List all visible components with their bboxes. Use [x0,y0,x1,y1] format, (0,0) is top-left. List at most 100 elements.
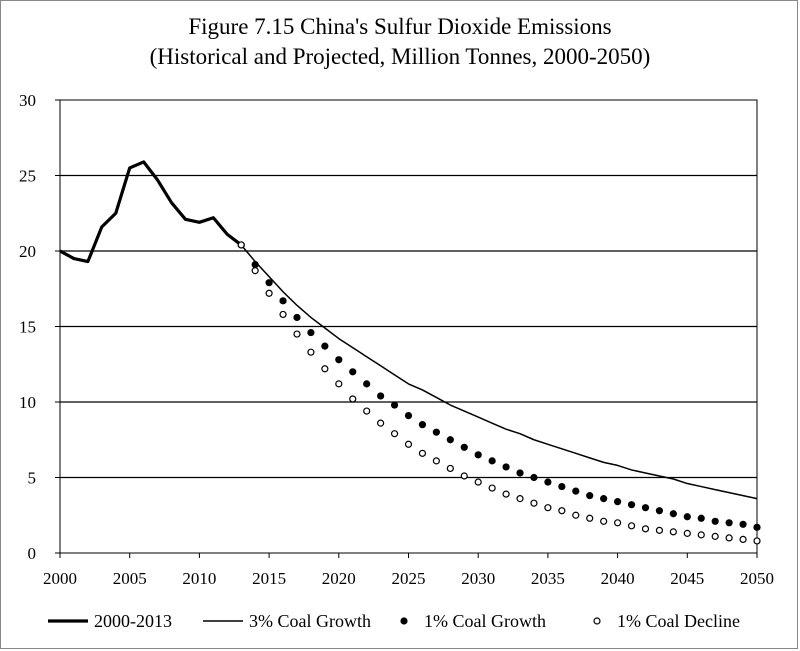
data-point-filled [725,519,733,527]
data-point-filled [418,421,427,429]
data-point-filled [279,297,287,305]
data-point-hollow [460,472,468,480]
data-point-filled [265,279,273,287]
data-point-filled [363,380,371,388]
data-point-filled [614,498,622,506]
data-point-hollow [432,457,440,465]
legend-item: 2000-2013 [48,606,172,636]
data-point-filled [293,313,301,322]
legend-swatch [203,620,243,622]
x-tick-label: 2015 [252,569,286,588]
data-point-filled [432,428,440,436]
series-line-0 [59,160,243,264]
data-point-filled [572,487,580,495]
data-point-hollow [265,289,273,297]
data-point-hollow [558,507,566,515]
data-point-hollow [293,330,301,338]
data-point-filled [627,501,636,509]
data-point-hollow [572,511,580,519]
data-point-hollow [697,531,705,539]
data-point-filled [530,473,538,482]
data-point-hollow [335,380,343,388]
data-point-hollow [418,449,427,457]
data-point-filled [251,260,259,269]
legend-swatch [400,617,408,625]
data-point-filled [600,495,608,503]
data-point-filled [474,451,482,459]
data-point-hollow [363,407,371,415]
data-point-hollow [530,499,538,507]
x-tick-label: 2050 [740,569,774,588]
data-point-hollow [237,241,245,249]
legend-swatch [593,617,601,625]
data-point-filled [697,514,705,522]
y-tick-label: 0 [28,544,37,563]
x-tick-label: 2005 [113,569,147,588]
data-point-hollow [349,395,357,403]
legend-swatch [48,619,88,623]
data-point-hollow [641,525,650,533]
data-point-hollow [307,348,315,356]
data-point-hollow [404,440,413,448]
data-point-filled [446,436,454,444]
data-point-hollow [321,365,329,373]
data-point-hollow [711,532,719,540]
data-point-filled [669,510,677,518]
data-point-hollow [502,490,510,498]
data-point-hollow [586,514,594,522]
y-tick-label: 30 [19,91,36,110]
x-tick-label: 2040 [601,569,635,588]
data-point-hollow [739,535,747,544]
data-point-filled [349,368,357,376]
data-point-filled [558,482,566,491]
data-point-hollow [683,529,691,537]
legend-item: 1% Coal Decline [583,606,740,636]
data-point-filled [335,356,343,364]
data-point-filled [502,463,510,471]
data-point-filled [460,443,468,451]
legend-label: 1% Coal Decline [617,610,740,631]
legend-item: 1% Coal Growth [390,606,546,636]
data-point-filled [377,392,385,400]
y-tick-label: 10 [19,393,36,412]
data-point-hollow [655,526,664,534]
data-point-filled [307,328,315,337]
x-tick-label: 2000 [43,569,77,588]
data-point-filled [753,523,761,531]
data-point-hollow [279,310,287,319]
data-point-hollow [669,528,677,536]
data-point-hollow [753,537,761,545]
data-point-hollow [251,267,259,275]
data-point-filled [544,478,552,486]
data-point-filled [321,342,329,350]
x-tick-label: 2020 [322,569,356,588]
data-point-filled [641,504,650,512]
y-tick-label: 20 [19,242,36,261]
chart-title-line-1: Figure 7.15 China's Sulfur Dioxide Emiss… [188,14,612,39]
legend-label: 2000-2013 [94,610,172,631]
data-point-hollow [377,419,385,427]
y-tick-label: 25 [19,167,36,186]
data-point-hollow [544,504,552,512]
x-tick-label: 2035 [531,569,565,588]
chart-title-line-2: (Historical and Projected, Million Tonne… [149,44,651,69]
data-point-filled [683,513,691,521]
data-point-filled [655,507,664,515]
data-point-hollow [488,484,496,492]
data-point-filled [739,520,747,528]
series-line-1 [240,244,758,500]
data-point-hollow [627,522,636,530]
data-point-hollow [613,519,622,527]
data-point-filled [711,517,719,525]
data-point-hollow [446,464,454,473]
data-point-filled [404,411,413,420]
data-point-hollow [600,517,608,525]
data-point-filled [390,401,399,409]
data-point-hollow [725,534,733,542]
y-tick-label: 15 [19,318,36,337]
data-point-hollow [474,478,482,486]
data-point-hollow [390,430,399,438]
x-tick-label: 2045 [670,569,704,588]
